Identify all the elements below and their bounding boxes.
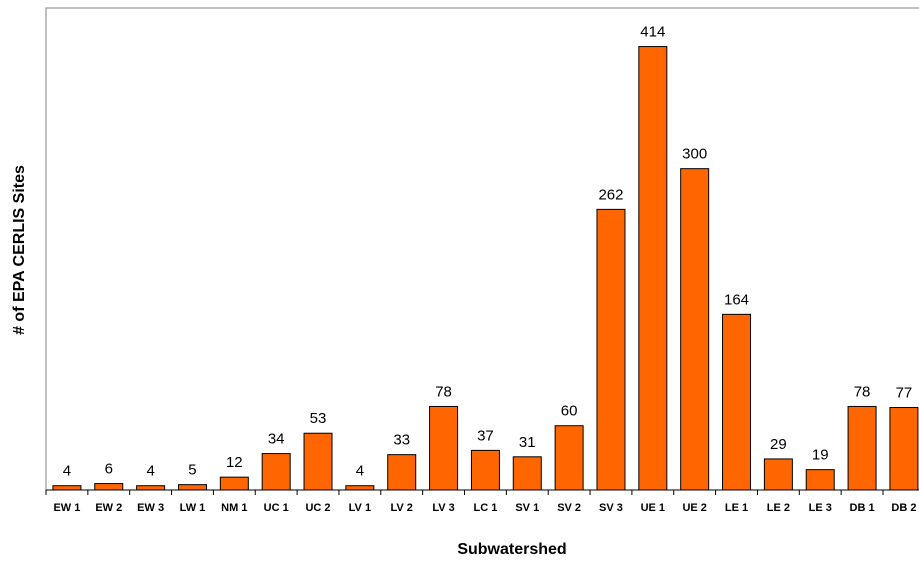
x-tick-label: EW 2 [95,502,122,514]
x-tick-label: LE 1 [725,502,748,514]
bar [387,454,417,491]
data-label: 33 [393,432,410,449]
data-label: 29 [770,436,787,453]
x-tick-label: LE 3 [809,502,832,514]
data-label: 414 [640,24,665,41]
x-tick-label: SV 1 [515,502,539,514]
x-tick-label: LC 1 [474,502,498,514]
plot-area [45,7,919,491]
bar [261,453,291,491]
data-label: 5 [188,462,196,479]
data-label: 4 [356,463,364,480]
data-label: 6 [105,461,113,478]
x-tick-label: DB 2 [891,502,916,514]
bar [763,458,793,491]
bar [680,168,710,491]
data-label: 60 [561,403,578,420]
x-tick-label: LV 2 [391,502,413,514]
bar [345,485,375,491]
data-label: 4 [146,463,154,480]
bar [429,405,459,491]
data-label: 53 [310,410,327,427]
x-tick-label: LW 1 [180,502,206,514]
bar [219,476,249,491]
data-label: 31 [519,434,536,451]
data-label: 300 [682,146,707,163]
x-tick-label: NM 1 [221,502,247,514]
data-label: 78 [854,383,871,400]
bar [303,432,333,491]
bar [136,485,166,491]
bar [554,425,584,491]
data-label: 78 [435,383,452,400]
x-tick-label: UC 2 [305,502,330,514]
data-label: 12 [226,454,243,471]
x-tick-label: LV 3 [432,502,454,514]
bar [177,484,207,491]
data-label: 19 [812,447,829,464]
x-axis-title: Subwatershed [457,541,566,558]
bar [847,405,877,491]
y-axis-title: # of EPA CERLIS Sites [11,165,28,335]
bar [638,46,668,491]
bar [470,449,500,491]
x-tick-label: EW 1 [53,502,80,514]
data-label: 262 [598,186,623,203]
bar [512,456,542,491]
x-tick-label: LV 1 [349,502,371,514]
data-label: 4 [63,463,71,480]
x-tick-label: UE 1 [641,502,665,514]
data-label: 77 [896,384,913,401]
bar [805,469,835,491]
x-tick-label: DB 1 [850,502,875,514]
x-tick-label: UC 1 [264,502,289,514]
bar [889,407,919,491]
bar [52,485,82,491]
bar [596,208,626,491]
data-label: 164 [724,291,749,308]
x-tick-label: SV 3 [599,502,623,514]
bar [722,313,752,491]
x-tick-label: LE 2 [767,502,790,514]
x-tick-label: UE 2 [682,502,706,514]
data-label: 34 [268,431,285,448]
bar [94,483,124,491]
data-label: 37 [477,427,494,444]
x-tick-label: SV 2 [557,502,581,514]
x-tick-label: EW 3 [137,502,164,514]
